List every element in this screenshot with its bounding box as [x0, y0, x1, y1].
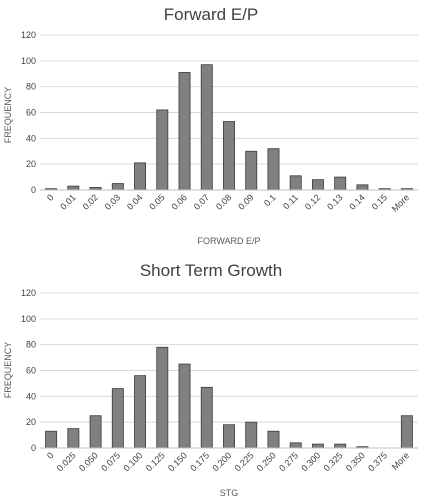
bar: [111, 388, 124, 449]
x-tick-label: 0.06: [169, 192, 188, 211]
bar: [67, 185, 80, 191]
bar: [45, 430, 58, 449]
y-tick-label: 20: [26, 159, 36, 169]
x-tick-label: 0.225: [233, 450, 256, 473]
bar: [267, 148, 280, 191]
x-tick-labels: 0 0.025 0.050 0.075 0.100 0.125 0.150 0.175 0.20…: [45, 450, 411, 473]
bar: [111, 183, 124, 191]
y-tick-label: 100: [21, 314, 36, 324]
bars: [45, 346, 413, 449]
gridlines: [40, 34, 418, 165]
x-tick-label: 0.1: [262, 192, 278, 208]
x-tick-label: 0.15: [370, 192, 389, 211]
x-tick-label: 0.08: [214, 192, 233, 211]
bar: [156, 346, 169, 449]
x-axis-label: STG: [220, 488, 239, 498]
x-tick-labels: 0 0.01 0.02 0.03 0.04 0.05 0.06 0.07 0.08 0.09 0.1…: [45, 192, 411, 214]
y-tick-label: 0: [31, 443, 36, 453]
bar: [134, 162, 147, 191]
bar: [311, 179, 324, 191]
bar: [334, 443, 347, 449]
x-tick-label: 0.12: [303, 192, 322, 211]
y-tick-label: 120: [21, 30, 36, 40]
y-tick-label: 80: [26, 340, 36, 350]
x-tick-label: 0.325: [322, 450, 345, 473]
x-tick-label: 0.200: [210, 450, 233, 473]
bar: [245, 150, 258, 191]
x-tick-label: 0.150: [166, 450, 189, 473]
y-tick-label: 60: [26, 108, 36, 118]
y-tick-label: 40: [26, 133, 36, 143]
bar: [178, 363, 191, 449]
bar: [311, 443, 324, 449]
bar: [400, 415, 413, 449]
x-tick-label: 0.03: [103, 192, 122, 211]
chart-title: Forward E/P: [164, 5, 258, 24]
x-tick-label: More: [390, 450, 412, 472]
bar: [67, 428, 80, 449]
bar: [289, 175, 302, 191]
bars: [45, 64, 413, 191]
x-tick-label: 0.05: [147, 192, 166, 211]
y-tick-label: 0: [31, 185, 36, 195]
y-tick-label: 80: [26, 82, 36, 92]
x-tick-label: More: [390, 192, 412, 214]
x-tick-label: 0.14: [347, 192, 366, 211]
x-axis-label: FORWARD E/P: [197, 236, 260, 246]
y-tick-labels: 0 20 40 60 80 100 120: [21, 30, 36, 195]
x-tick-label: 0.300: [299, 450, 322, 473]
x-tick-label: 0.050: [77, 450, 100, 473]
bar: [200, 386, 213, 449]
bar: [267, 430, 280, 449]
bar: [245, 421, 258, 449]
x-tick-label: 0.02: [81, 192, 100, 211]
x-tick-label: 0: [45, 192, 56, 203]
y-tick-label: 40: [26, 391, 36, 401]
x-tick-label: 0.04: [125, 192, 144, 211]
y-axis-label: FREQUENCY: [3, 87, 13, 144]
chart-title: Short Term Growth: [140, 261, 282, 280]
x-tick-label: 0.350: [344, 450, 367, 473]
bar: [223, 121, 235, 191]
y-tick-labels: 0 20 40 60 80 100 120: [21, 288, 36, 453]
y-tick-label: 120: [21, 288, 36, 298]
y-tick-label: 100: [21, 56, 36, 66]
y-tick-label: 20: [26, 417, 36, 427]
x-tick-label: 0.125: [144, 450, 167, 473]
gridlines: [40, 292, 418, 423]
x-tick-label: 0.075: [99, 450, 122, 473]
bar: [89, 415, 102, 449]
x-tick-label: 0.275: [277, 450, 300, 473]
x-tick-label: 0.09: [236, 192, 255, 211]
x-tick-label: 0: [45, 450, 56, 461]
x-tick-label: 0.01: [58, 192, 77, 211]
x-tick-label: 0.025: [55, 450, 78, 473]
bar: [289, 442, 302, 449]
bar: [156, 109, 169, 191]
x-tick-label: 0.100: [121, 450, 144, 473]
x-tick-label: 0.250: [255, 450, 278, 473]
bar: [334, 176, 347, 191]
bar: [356, 184, 369, 191]
bar: [178, 72, 191, 191]
bar: [200, 64, 213, 191]
bar: [223, 424, 235, 449]
x-tick-label: 0.13: [325, 192, 344, 211]
x-tick-label: 0.07: [192, 192, 211, 211]
bar: [134, 375, 147, 449]
y-tick-label: 60: [26, 366, 36, 376]
x-tick-label: 0.11: [281, 192, 300, 211]
y-axis-label: FREQUENCY: [3, 342, 13, 399]
x-tick-label: 0.375: [366, 450, 389, 473]
x-tick-label: 0.175: [188, 450, 211, 473]
